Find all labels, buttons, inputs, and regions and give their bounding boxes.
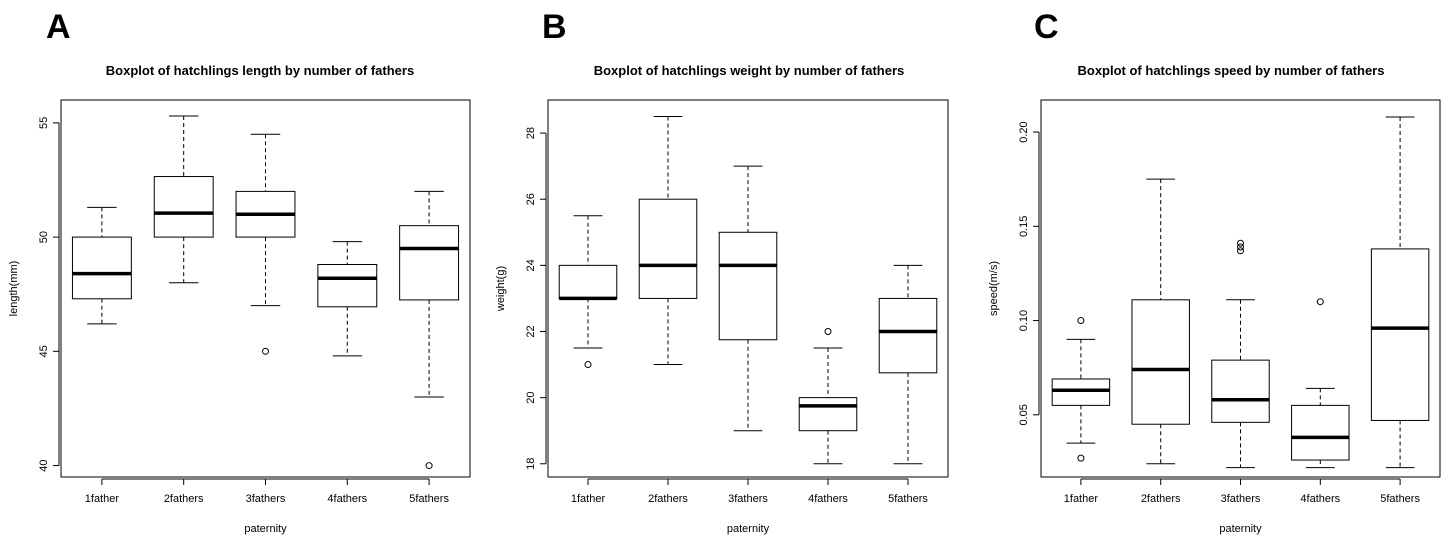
box-5fathers: [399, 190, 460, 470]
box-4fathers: [1291, 298, 1350, 469]
x-tick-label: 5fathers: [1380, 493, 1420, 505]
outlier-point: [584, 361, 592, 369]
x-tick-label: 4fathers: [327, 493, 367, 505]
box-2fathers: [153, 115, 214, 284]
x-tick-label: 2fathers: [1141, 493, 1181, 505]
iqr-box: [1211, 359, 1270, 423]
x-tick-label: 2fathers: [164, 493, 204, 505]
x-tick-label: 2fathers: [648, 493, 688, 505]
box-3fathers: [718, 165, 778, 432]
box-5fathers: [1370, 116, 1430, 469]
plot-frame: [60, 99, 471, 478]
outlier-point: [262, 347, 269, 355]
y-tick-label: 18: [525, 458, 537, 470]
y-tick-label: 28: [525, 127, 537, 139]
y-tick-label: 20: [525, 392, 537, 404]
box-2fathers: [638, 116, 698, 366]
y-axis-label: speed(m/s): [988, 261, 1000, 316]
box-4fathers: [317, 241, 378, 357]
iqr-box: [1051, 378, 1111, 406]
x-tick-label: 1father: [1064, 493, 1099, 505]
panel-letter: A: [46, 8, 71, 46]
box-1father: [1051, 317, 1111, 462]
iqr-box: [718, 231, 778, 341]
iqr-box: [71, 236, 132, 300]
box-1father: [558, 215, 618, 369]
outlier-point: [1316, 298, 1324, 306]
iqr-box: [558, 264, 618, 299]
plot-frame: [1040, 99, 1441, 478]
y-tick-label: 50: [38, 231, 50, 243]
iqr-box: [1370, 248, 1430, 421]
y-tick-label: 55: [38, 117, 50, 129]
x-axis-label: paternity: [727, 523, 770, 535]
box-2fathers: [1131, 178, 1190, 465]
outlier-point: [1237, 247, 1244, 255]
box-3fathers: [1211, 239, 1270, 469]
outlier-point: [1077, 317, 1085, 325]
box-4fathers: [798, 327, 858, 465]
panel-a: A Boxplot of hatchlings length by number …: [8, 8, 471, 535]
panel-letter: C: [1034, 8, 1059, 46]
y-tick-label: 0.20: [1018, 121, 1030, 142]
outlier-point: [425, 462, 433, 470]
iqr-box: [153, 176, 214, 238]
x-tick-label: 3fathers: [246, 493, 286, 505]
outlier-point: [1077, 454, 1085, 462]
iqr-box: [399, 225, 460, 301]
y-tick-label: 45: [38, 345, 50, 357]
y-tick-label: 0.10: [1018, 310, 1030, 331]
x-tick-label: 3fathers: [1221, 493, 1261, 505]
panel-b: B Boxplot of hatchlings weight by number …: [495, 8, 949, 535]
iqr-box: [878, 297, 938, 374]
plot-frame: [547, 99, 949, 478]
iqr-box: [638, 198, 698, 299]
x-tick-label: 3fathers: [728, 493, 768, 505]
y-axis-label: length(mm): [8, 261, 20, 317]
box-1father: [71, 206, 132, 325]
x-tick-label: 1father: [85, 493, 120, 505]
y-axis-label: weight(g): [495, 266, 507, 312]
panel-c: C Boxplot of hatchlings speed by number o…: [988, 8, 1441, 535]
y-tick-label: 26: [525, 193, 537, 205]
x-axis-label: paternity: [244, 523, 287, 535]
iqr-box: [798, 397, 858, 432]
chart-title: Boxplot of hatchlings speed by number of…: [1078, 63, 1385, 78]
chart-title: Boxplot of hatchlings weight by number o…: [594, 63, 905, 78]
y-tick-label: 22: [525, 325, 537, 337]
x-tick-label: 4fathers: [1300, 493, 1340, 505]
y-tick-label: 40: [38, 459, 50, 471]
outlier-point: [1237, 243, 1244, 251]
x-tick-label: 4fathers: [808, 493, 848, 505]
panel-letter: B: [542, 8, 567, 46]
box-5fathers: [878, 264, 938, 465]
iqr-box: [317, 264, 378, 308]
outlier-point: [1237, 239, 1244, 247]
y-tick-label: 0.15: [1018, 216, 1030, 237]
x-axis-label: paternity: [1219, 523, 1262, 535]
box-3fathers: [235, 133, 296, 355]
y-tick-label: 0.05: [1018, 404, 1030, 425]
chart-title: Boxplot of hatchlings length by number o…: [106, 63, 414, 78]
x-tick-label: 5fathers: [409, 493, 449, 505]
iqr-box: [1291, 404, 1350, 461]
x-tick-label: 5fathers: [888, 493, 928, 505]
outlier-point: [824, 327, 832, 335]
x-tick-label: 1father: [571, 493, 606, 505]
iqr-box: [1131, 299, 1190, 425]
y-tick-label: 24: [525, 259, 537, 271]
